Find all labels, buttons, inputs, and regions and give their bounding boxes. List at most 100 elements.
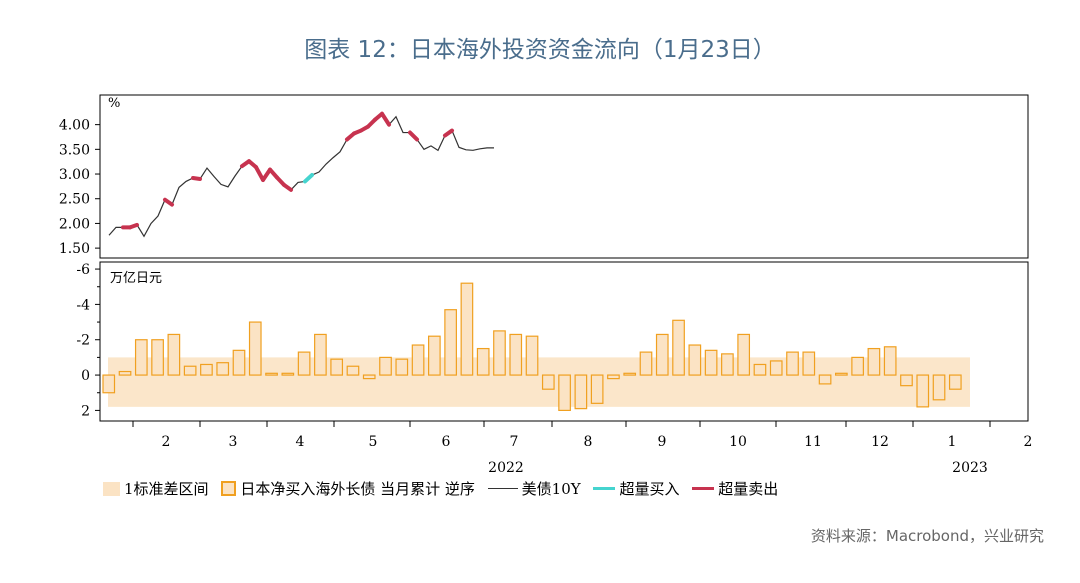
highlight-sell-segment (128, 222, 139, 230)
top-y-tick-label: 2.50 (59, 192, 90, 208)
top-y-tick-label: 4.00 (59, 118, 90, 134)
x-month-label: 8 (584, 434, 593, 450)
bar (932, 374, 946, 401)
bar (411, 344, 425, 376)
bar (900, 374, 913, 387)
legend-line: 美债10Y (487, 478, 581, 499)
bar (623, 372, 637, 376)
bar (769, 360, 783, 376)
bar (851, 356, 864, 376)
bar (232, 349, 246, 376)
bottom-y-tick-label: -2 (76, 333, 90, 349)
highlight-sell-segment (408, 130, 419, 142)
legend-buy: 超量买入 (593, 478, 679, 499)
legend-buy-label: 超量买入 (619, 480, 680, 498)
bar (607, 374, 620, 380)
bar (737, 333, 751, 376)
bar (802, 351, 816, 376)
bar (248, 321, 262, 376)
bar (704, 349, 718, 376)
highlight-sell-segment (254, 165, 265, 182)
top-panel: 4.00 3.50 3.00 2.50 2.00 1.50% (59, 94, 1029, 259)
x-month-label: 4 (296, 434, 305, 450)
bar (444, 309, 457, 376)
bar (590, 374, 604, 404)
highlight-sell-segment (380, 111, 391, 127)
x-month-label: 10 (729, 434, 747, 450)
bottom-y-tick-label: -4 (76, 297, 90, 313)
bar (818, 374, 832, 385)
bar (460, 282, 474, 376)
bar (428, 335, 441, 376)
bar (265, 372, 278, 376)
bar (314, 333, 327, 376)
bar (362, 374, 376, 380)
bar (493, 330, 506, 376)
bar (346, 365, 360, 376)
bar (134, 339, 148, 376)
x-month-label: 5 (369, 434, 378, 450)
legend-sell-swatch (692, 487, 715, 490)
top-y-tick-label: 3.00 (59, 167, 90, 183)
bar (753, 363, 767, 376)
bar (916, 374, 930, 408)
highlight-sell-segment (443, 128, 454, 138)
top-y-tick-label: 3.50 (59, 142, 90, 158)
x-year-label-2023: 2023 (952, 460, 988, 476)
bar (525, 335, 539, 376)
bar (118, 370, 132, 376)
top-panel-frame (99, 94, 1029, 259)
highlight-sell-segment (191, 175, 202, 181)
bar (721, 353, 734, 376)
legend-line-label: 美债10Y (521, 480, 581, 498)
bar (330, 358, 344, 376)
bar (655, 333, 669, 376)
x-month-label: 6 (442, 434, 451, 450)
legend-band-label: 1标准差区间 (124, 480, 209, 498)
bottom-y-tick-label: -6 (76, 262, 90, 278)
x-month-label: 2 (162, 434, 171, 450)
bar (476, 347, 490, 376)
bar (200, 363, 213, 376)
bottom-y-tick-label: 2 (81, 403, 90, 419)
bar (558, 374, 571, 412)
series-line-us10y (108, 112, 494, 238)
x-month-label: 3 (229, 434, 238, 450)
bar (541, 374, 555, 390)
legend-sell-label: 超量卖出 (718, 480, 779, 498)
x-month-label: 9 (658, 434, 667, 450)
legend-band: 1标准差区间 (103, 478, 209, 499)
highlight-buy-segment (303, 173, 314, 184)
bar (834, 372, 848, 376)
bar (786, 351, 799, 376)
bar (672, 319, 685, 376)
x-year-label-2022: 2022 (488, 460, 524, 476)
legend-buy-swatch (593, 487, 616, 490)
bar (639, 351, 653, 376)
bar (509, 333, 523, 376)
bottom-y-tick-label: 0 (81, 368, 90, 384)
bar (183, 365, 197, 376)
highlight-sell-segment (163, 197, 174, 207)
top-unit-label: % (108, 96, 120, 111)
legend: 1标准差区间 日本净买入海外长债 当月累计 逆序 美债10Y 超量买入 超量卖出 (103, 478, 786, 499)
chart-title: 图表 12：日本海外投资资金流向（1月23日） (304, 37, 776, 63)
top-y-tick-label: 1.50 (59, 241, 90, 257)
legend-bars: 日本净买入海外长债 当月累计 逆序 (221, 478, 475, 499)
highlight-sell-segment (261, 167, 272, 182)
bar (297, 351, 311, 376)
x-month-label: 7 (510, 434, 519, 450)
bar (151, 339, 164, 376)
x-month-label: 2 (1024, 434, 1033, 450)
bar (379, 356, 392, 376)
bar (948, 374, 962, 390)
bar (867, 347, 881, 376)
bottom-panel-frame (99, 261, 1029, 422)
bar (688, 344, 702, 376)
bottom-panel: -6 -4 -2 0 2 万亿日元 (76, 261, 1029, 422)
bar (281, 372, 295, 376)
bar (574, 374, 588, 410)
x-month-label: 1 (948, 434, 957, 450)
